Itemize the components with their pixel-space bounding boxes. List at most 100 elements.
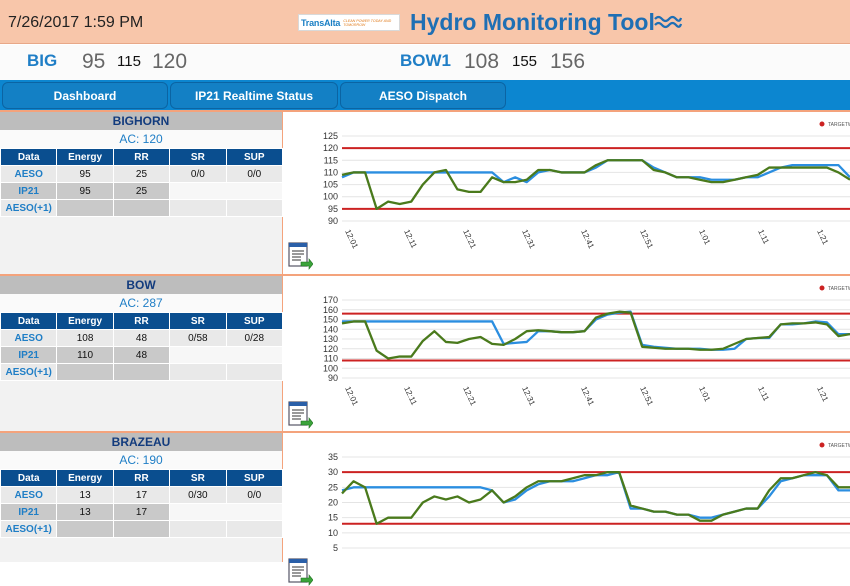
col-sup: SUP: [225, 148, 284, 166]
x-tick-label: 1:21: [815, 385, 830, 403]
ip21-empty: [169, 503, 283, 521]
table-header-row: Data Energy RR SR SUP: [0, 312, 284, 330]
aeso-rr: 25: [112, 165, 171, 183]
aeso-next-sup: [225, 363, 284, 381]
series-line-blue: [341, 159, 850, 184]
col-rr: RR: [112, 148, 171, 166]
available-capacity: AC: 190: [0, 451, 282, 469]
report-export-icon[interactable]: [287, 242, 313, 270]
col-data: Data: [0, 469, 58, 487]
row-label-aeso-next[interactable]: AESO(+1): [0, 363, 58, 381]
ip21-rr: 25: [112, 182, 171, 200]
x-tick-label: 12:41: [579, 385, 596, 407]
y-tick-label: 30: [328, 467, 338, 477]
y-tick-label: 110: [324, 167, 338, 177]
report-export-icon[interactable]: [287, 558, 313, 586]
row-label-aeso[interactable]: AESO: [0, 486, 58, 504]
available-capacity: AC: 287: [0, 294, 282, 312]
table-row-aeso: AESO 13 17 0/30 0/0: [0, 486, 284, 504]
summary-value-a: 108: [464, 50, 500, 73]
ip21-rr: 48: [112, 346, 171, 364]
page-title: Hydro Monitoring Tool: [410, 9, 655, 35]
current-datetime: 7/26/2017 1:59 PM: [8, 14, 144, 31]
summary-value-c: 120: [152, 50, 188, 73]
unit-summary-bar: BIG 95 115 120 BOW1 108 155 156: [0, 45, 850, 80]
row-label-ip21[interactable]: IP21: [0, 346, 58, 364]
table-header-row: Data Energy RR SR SUP: [0, 469, 284, 487]
y-tick-label: 35: [328, 452, 338, 462]
x-tick-label: 12:31: [520, 228, 537, 250]
row-label-aeso-next[interactable]: AESO(+1): [0, 520, 58, 538]
tab-ip21-realtime-status[interactable]: IP21 Realtime Status: [170, 82, 338, 109]
aeso-rr: 17: [112, 486, 171, 504]
summary-value-c: 156: [550, 50, 586, 73]
x-tick-label: 12:51: [638, 385, 655, 407]
plant-info: BOW AC: 287 Data Energy RR SR SUP AESO 1…: [0, 276, 284, 431]
tab-dashboard[interactable]: Dashboard: [2, 82, 168, 109]
col-sr: SR: [169, 148, 227, 166]
aeso-next-rr: [112, 199, 171, 217]
y-tick-label: 130: [323, 334, 338, 344]
plant-panel: BIGHORN AC: 120 Data Energy RR SR SUP AE…: [0, 110, 850, 274]
main-navbar: Dashboard IP21 Realtime Status AESO Disp…: [0, 80, 850, 110]
x-tick-label: 1:01: [697, 385, 712, 403]
col-rr: RR: [112, 469, 171, 487]
summary-value-b: 155: [512, 53, 538, 70]
x-tick-label: 1:11: [756, 385, 771, 403]
y-tick-label: 170: [323, 295, 338, 305]
app-header: 7/26/2017 1:59 PM TransAlta CLEAN POWER …: [0, 0, 850, 44]
aeso-next-rr: [112, 363, 171, 381]
x-tick-label: 1:01: [697, 228, 712, 246]
aeso-sr: 0/0: [169, 165, 227, 183]
y-tick-label: 140: [323, 324, 338, 334]
y-tick-label: 100: [323, 192, 338, 202]
table-row-aeso: AESO 108 48 0/58 0/28: [0, 329, 284, 347]
aeso-energy: 13: [56, 486, 114, 504]
series-line-blue: [341, 471, 850, 519]
ip21-energy: 13: [56, 503, 114, 521]
summary-unit-name: BOW1: [400, 51, 451, 70]
aeso-next-sr: [169, 363, 227, 381]
y-tick-label: 25: [328, 482, 338, 492]
row-label-ip21[interactable]: IP21: [0, 503, 58, 521]
y-tick-label: 20: [328, 498, 338, 508]
row-label-aeso[interactable]: AESO: [0, 329, 58, 347]
available-capacity: AC: 120: [0, 130, 282, 148]
aeso-next-sup: [225, 520, 284, 538]
aeso-sup: 0/28: [225, 329, 284, 347]
series-line-green: [341, 159, 850, 211]
logo-brand: TransAlta: [301, 17, 341, 28]
plant-name: BIGHORN: [0, 112, 282, 130]
summary-value-b: 115: [117, 53, 141, 70]
plant-name: BOW: [0, 276, 282, 294]
dispatch-table: Data Energy RR SR SUP AESO 108 48 0/58 0…: [0, 312, 284, 381]
series-line-green: [341, 471, 850, 525]
aeso-next-sr: [169, 520, 227, 538]
y-tick-label: 150: [323, 315, 338, 325]
col-sr: SR: [169, 312, 227, 330]
row-label-aeso[interactable]: AESO: [0, 165, 58, 183]
ip21-energy: 95: [56, 182, 114, 200]
tab-aeso-dispatch[interactable]: AESO Dispatch: [340, 82, 506, 109]
x-tick-label: 12:51: [638, 228, 655, 250]
water-waves-icon: [654, 15, 682, 29]
x-tick-label: 12:21: [461, 385, 478, 407]
report-export-icon[interactable]: [287, 401, 313, 429]
x-tick-label: 12:31: [520, 385, 537, 407]
col-data: Data: [0, 312, 58, 330]
x-tick-label: 12:11: [402, 385, 419, 407]
aeso-sr: 0/30: [169, 486, 227, 504]
row-label-aeso-next[interactable]: AESO(+1): [0, 199, 58, 217]
aeso-sr: 0/58: [169, 329, 227, 347]
y-tick-label: 95: [328, 204, 338, 214]
plant-name: BRAZEAU: [0, 433, 282, 451]
aeso-energy: 95: [56, 165, 114, 183]
row-label-ip21[interactable]: IP21: [0, 182, 58, 200]
aeso-sup: 0/0: [225, 486, 284, 504]
legend-marker: [819, 285, 825, 291]
x-tick-label: 12:11: [402, 228, 419, 250]
col-rr: RR: [112, 312, 171, 330]
y-tick-label: 90: [328, 373, 338, 383]
plant-panel: BRAZEAU AC: 190 Data Energy RR SR SUP AE…: [0, 431, 850, 586]
y-tick-label: 15: [328, 513, 338, 523]
